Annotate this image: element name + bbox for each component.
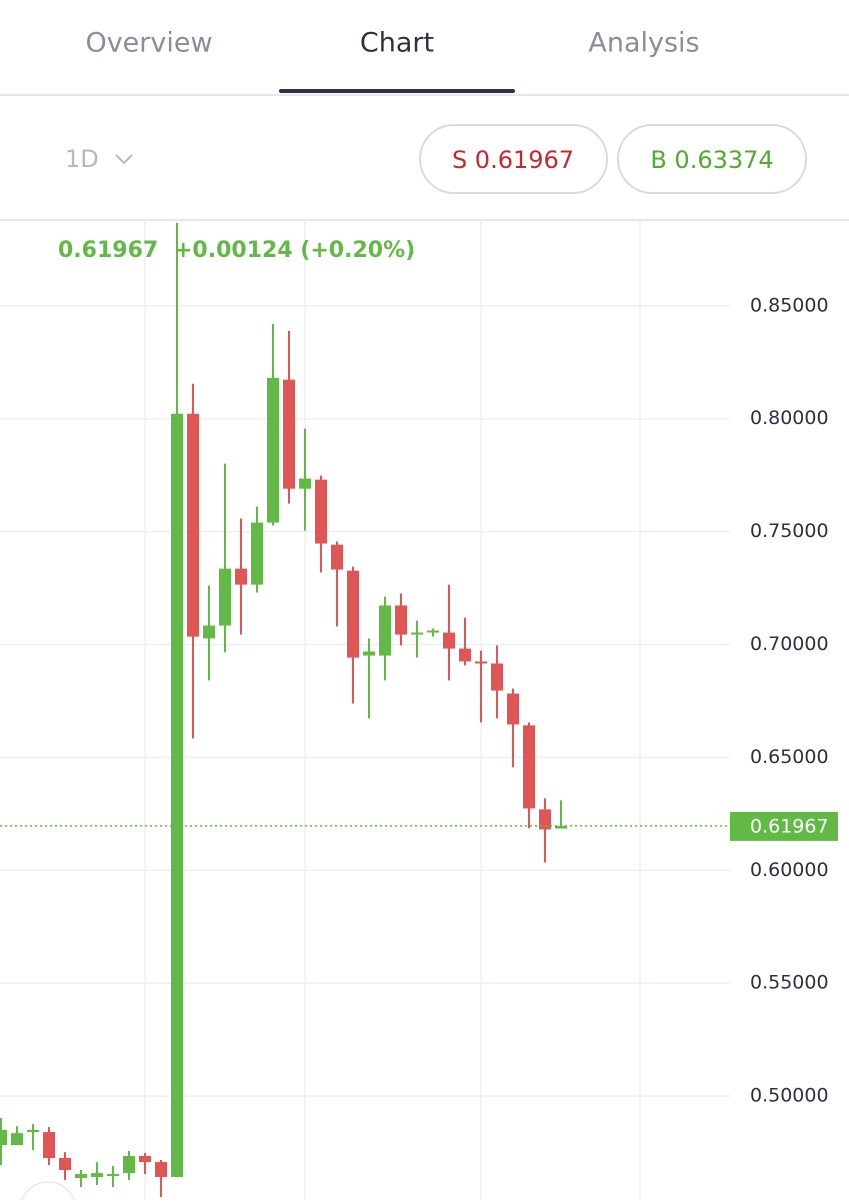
- y-tick-label: 0.70000: [750, 633, 829, 655]
- header-change: +0.00124 (+0.20%): [174, 238, 415, 263]
- candle-body: [107, 1174, 119, 1177]
- y-tick-label: 0.80000: [750, 407, 829, 429]
- candle-body: [43, 1132, 55, 1158]
- candle-body: [475, 661, 487, 664]
- candle-body: [523, 725, 535, 809]
- candle-body: [27, 1130, 39, 1132]
- candle-body: [379, 605, 391, 656]
- plot: 0.50000 0.55000 0.60000 0.65000 0.70000 0.750…: [0, 222, 838, 1198]
- candle-body: [155, 1162, 167, 1177]
- y-tick-label: 0.85000: [750, 294, 829, 316]
- candle-body: [59, 1158, 71, 1170]
- dropdown-icon: [115, 154, 133, 165]
- candle-body: [411, 632, 423, 635]
- sell-button[interactable]: [419, 124, 608, 194]
- candle-body: [203, 625, 215, 639]
- header-price: 0.61967: [58, 238, 158, 263]
- candle-body: [0, 1130, 7, 1146]
- buy-button[interactable]: [617, 124, 807, 194]
- vertical-grid: [144, 220, 641, 1200]
- candle-body: [459, 648, 471, 662]
- tab-indicator: [279, 89, 515, 93]
- candle-body: [235, 568, 247, 585]
- candle-body: [395, 605, 407, 635]
- candle-body: [11, 1133, 23, 1146]
- candle-body: [507, 693, 519, 725]
- y-tick-label: 0.65000: [750, 746, 829, 768]
- timeframe[interactable]: 1D: [65, 145, 99, 173]
- candle-body: [363, 651, 375, 656]
- logo: [20, 1181, 76, 1204]
- candle-body: [491, 663, 503, 691]
- last-price-tag: [730, 811, 838, 841]
- candle-body: [539, 809, 551, 830]
- y-tick-label: 0.60000: [750, 859, 829, 881]
- candle-body: [187, 413, 199, 637]
- y-tick-label: 0.75000: [750, 520, 829, 542]
- tab[interactable]: Analysis: [588, 28, 699, 59]
- candle-body: [75, 1174, 87, 1179]
- tab[interactable]: Overview: [85, 28, 212, 59]
- candle-body: [315, 479, 327, 544]
- candle-body: [219, 568, 231, 626]
- candle-body: [443, 632, 455, 649]
- candle-body: [331, 544, 343, 570]
- candle-body: [91, 1173, 103, 1177]
- candle-body: [299, 478, 311, 489]
- candle-body: [283, 379, 295, 489]
- candle-body: [267, 377, 279, 523]
- candle-body: [347, 570, 359, 658]
- candle-body: [123, 1155, 135, 1174]
- candle-body: [555, 825, 567, 829]
- y-tick-label: 0.50000: [750, 1085, 829, 1107]
- y-tick-label: 0.55000: [750, 972, 829, 994]
- buy-label: B 0.63374: [650, 146, 773, 174]
- tab-active[interactable]: Chart: [360, 28, 434, 59]
- last-price-label: 0.61967: [750, 815, 829, 837]
- candle-body: [139, 1155, 151, 1163]
- sell-label: S 0.61967: [452, 146, 574, 174]
- candle-body: [251, 522, 263, 585]
- candle-body: [427, 630, 439, 633]
- candle-body: [171, 413, 183, 1177]
